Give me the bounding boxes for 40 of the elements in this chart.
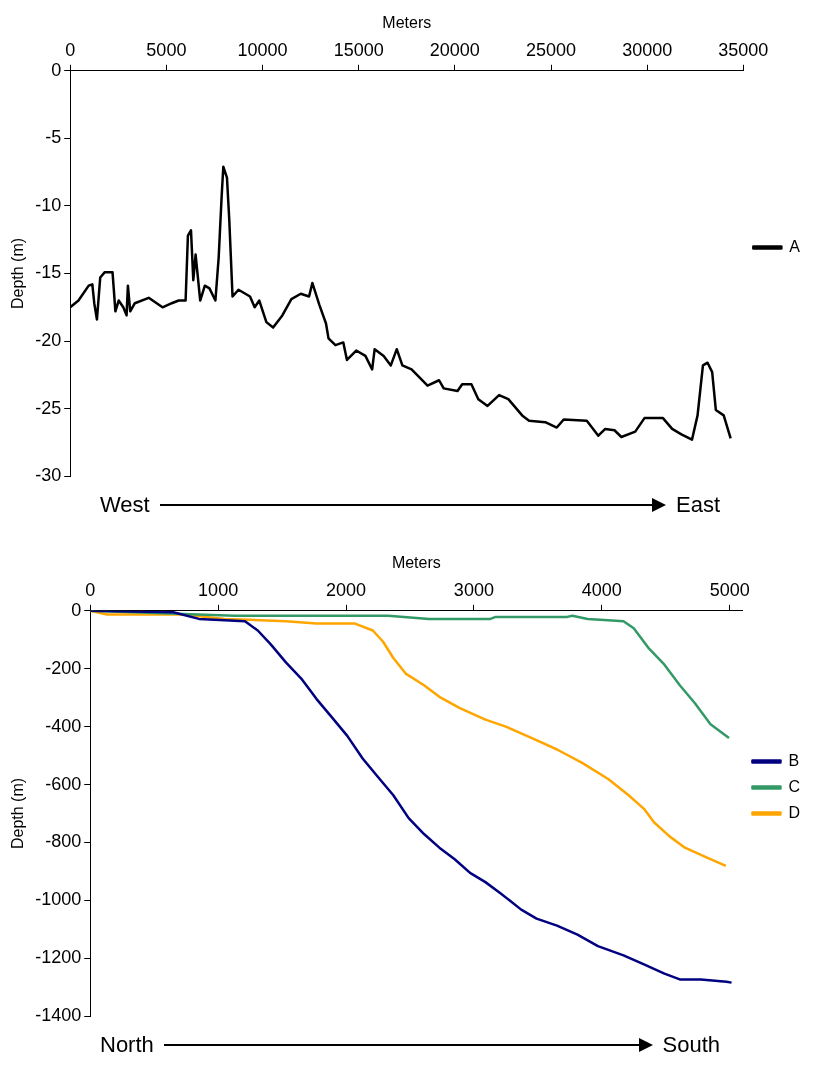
y-tick-label: -600 xyxy=(45,773,82,794)
x-tick-label: 20000 xyxy=(429,39,480,60)
y-tick-label: -10 xyxy=(35,194,62,215)
x-tick-label: 30000 xyxy=(622,39,673,60)
text: East xyxy=(675,492,720,518)
x-tick-label: 2000 xyxy=(325,579,367,600)
y-tick-label: 0 xyxy=(71,599,82,620)
legend-label: D xyxy=(788,803,801,821)
x-tick-label: 5000 xyxy=(146,39,187,60)
x-tick-label: 3000 xyxy=(453,579,494,600)
text: South xyxy=(662,1032,720,1058)
y-tick-label: -1200 xyxy=(35,947,82,968)
x-tick-label: 25000 xyxy=(525,39,577,60)
y-tick-label: -200 xyxy=(45,657,82,678)
y-tick-label: -30 xyxy=(35,465,62,486)
y-tick-label: -15 xyxy=(35,262,62,283)
y-tick-label: -25 xyxy=(35,397,62,418)
x-tick-label: 0 xyxy=(85,579,96,600)
y-tick-label: 0 xyxy=(51,59,62,80)
y-tick-label: -5 xyxy=(45,127,62,148)
y-tick-label: -400 xyxy=(45,715,82,736)
y-tick-label: -1400 xyxy=(35,1005,82,1026)
legend-label: B xyxy=(788,751,800,769)
x-tick-label: 10000 xyxy=(237,39,288,60)
legend-label: A xyxy=(789,237,801,255)
y-tick-label: -800 xyxy=(45,831,82,852)
x-tick-label: 15000 xyxy=(333,39,384,60)
x-axis-title: Meters xyxy=(382,14,432,32)
y-tick-label: -1000 xyxy=(35,889,82,910)
x-tick-label: 5000 xyxy=(709,579,750,600)
text: West xyxy=(100,492,150,518)
legend-label: C xyxy=(788,777,801,795)
x-tick-label: 35000 xyxy=(718,39,769,60)
y-tick-label: -20 xyxy=(35,330,62,351)
x-tick-label: 1000 xyxy=(198,579,239,600)
x-tick-label: 4000 xyxy=(581,579,622,600)
x-axis-title: Meters xyxy=(391,554,441,572)
text: North xyxy=(100,1032,154,1058)
y-axis-title: Depth (m) xyxy=(9,777,27,850)
y-axis-title: Depth (m) xyxy=(9,237,27,310)
